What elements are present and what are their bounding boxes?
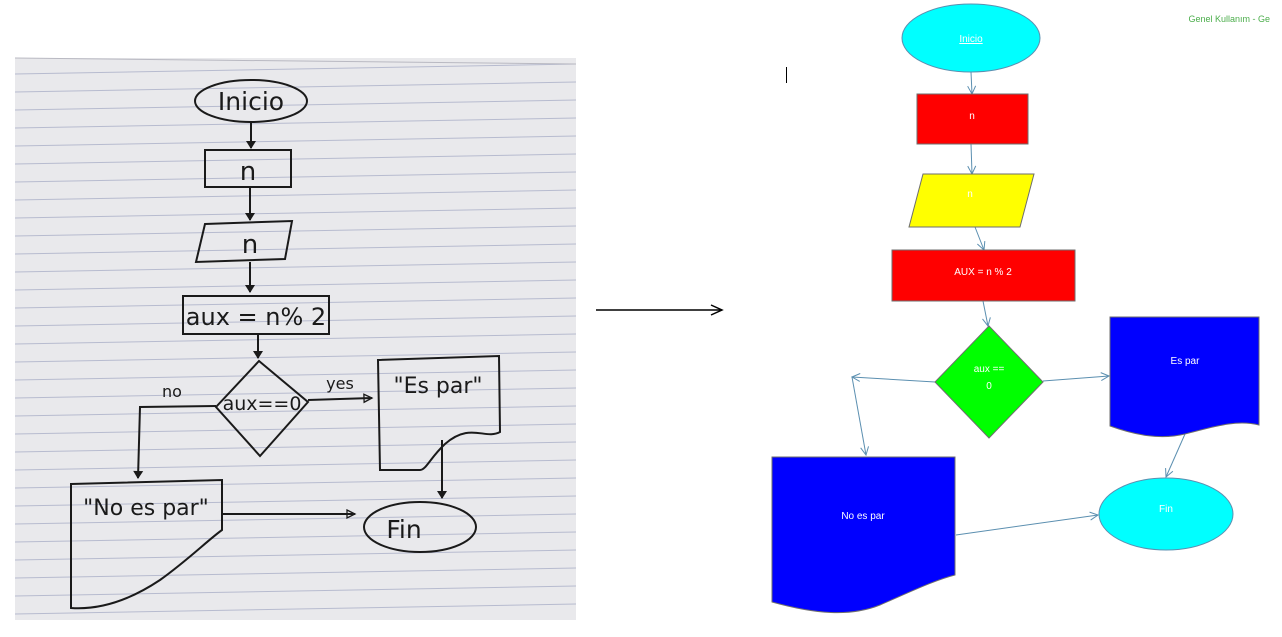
sketch-es-par-document bbox=[376, 354, 502, 471]
ruled-line bbox=[14, 315, 577, 327]
sketch-assign-box bbox=[182, 295, 330, 335]
ruled-line bbox=[14, 423, 577, 435]
end-oval bbox=[1098, 477, 1234, 551]
ruled-line bbox=[14, 135, 577, 147]
ruled-line bbox=[14, 189, 577, 201]
ruled-line bbox=[14, 63, 577, 75]
sketch-decision bbox=[214, 359, 310, 458]
start-oval bbox=[901, 3, 1041, 73]
input-n-label: n bbox=[967, 189, 973, 200]
ruled-line bbox=[14, 567, 577, 579]
assign-box bbox=[891, 249, 1076, 302]
ruled-line bbox=[14, 549, 577, 561]
sketch-yes-label: yes bbox=[326, 374, 354, 393]
connectors bbox=[852, 71, 1186, 536]
es-par-document bbox=[1109, 316, 1260, 438]
ruled-line bbox=[14, 171, 577, 183]
ruled-line bbox=[14, 585, 577, 597]
ruled-line bbox=[14, 495, 577, 507]
ruled-line bbox=[14, 603, 577, 615]
text-cursor bbox=[786, 67, 787, 83]
ruled-line bbox=[14, 441, 577, 453]
ruled-line bbox=[14, 225, 577, 237]
process-n bbox=[916, 93, 1029, 145]
sketch-no-label: no bbox=[162, 382, 182, 401]
sketch-end-oval bbox=[363, 501, 477, 553]
sketch-es-par-label: "Es par" bbox=[393, 374, 482, 399]
sketch-decision-label: aux==0 bbox=[223, 393, 302, 415]
decision-label-line2: 0 bbox=[986, 381, 992, 392]
es-par-label: Es par bbox=[1171, 356, 1201, 367]
sketch-no-es-par-label: "No es par" bbox=[83, 496, 209, 521]
assign-label: AUX = n % 2 bbox=[954, 267, 1012, 278]
end-label: Fin bbox=[1159, 504, 1173, 515]
ruled-line bbox=[14, 261, 577, 273]
start-label: Inicio bbox=[959, 34, 983, 45]
ruled-line bbox=[14, 459, 577, 471]
ruled-line bbox=[14, 243, 577, 255]
sketch-start-label: Inicio bbox=[218, 87, 284, 116]
input-n bbox=[908, 173, 1035, 228]
ruled-line bbox=[14, 81, 577, 93]
sketch-end-label: Fin bbox=[386, 515, 421, 544]
sketch-process-n-label: n bbox=[240, 157, 256, 187]
ruled-line bbox=[14, 477, 577, 489]
ruled-line bbox=[14, 297, 577, 309]
sketch-assign-label: aux = n% 2 bbox=[186, 303, 326, 331]
decision bbox=[934, 325, 1044, 439]
ruled-line bbox=[14, 153, 577, 165]
sketch-no-es-par-document bbox=[70, 478, 223, 610]
classification-label: Genel Kullanım - Ge bbox=[1188, 14, 1270, 24]
sketch-process-n bbox=[204, 149, 292, 188]
ruled-line bbox=[14, 279, 577, 291]
no-es-par-label: No es par bbox=[841, 511, 885, 522]
process-n-label: n bbox=[969, 111, 975, 122]
ruled-line bbox=[14, 99, 577, 111]
ruled-line bbox=[14, 333, 577, 345]
no-es-par-document bbox=[771, 456, 956, 614]
ruled-line bbox=[14, 207, 577, 219]
ruled-line bbox=[14, 531, 577, 543]
ruled-line bbox=[14, 351, 577, 363]
ruled-line bbox=[14, 117, 577, 129]
ruled-lines bbox=[14, 63, 577, 615]
ruled-line bbox=[14, 387, 577, 399]
digital-flowchart: Inicio n n AUX = n % 2 aux == 0 Es par N… bbox=[771, 3, 1260, 614]
decision-label-line1: aux == bbox=[974, 364, 1005, 375]
ruled-line bbox=[14, 405, 577, 417]
ruled-line bbox=[14, 513, 577, 525]
sketch-input-n-label: n bbox=[242, 230, 258, 260]
sketch-input-n bbox=[194, 219, 294, 264]
sketch-photo: Inicio n n aux = n% 2 aux==0 no yes "Es … bbox=[14, 57, 577, 620]
ruled-line bbox=[14, 369, 577, 381]
